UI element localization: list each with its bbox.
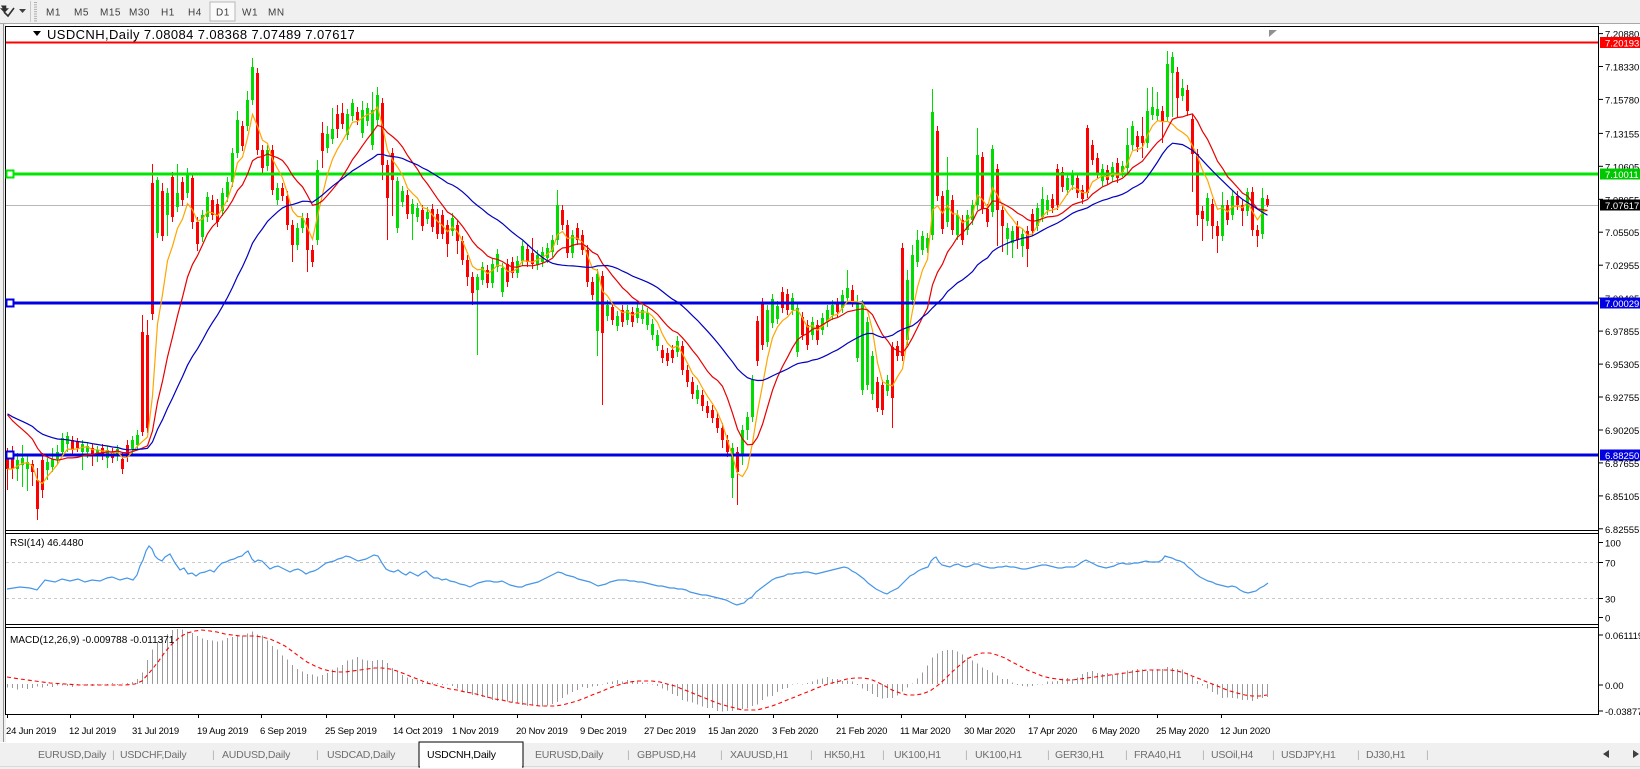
svg-text:GBPUSD,H4: GBPUSD,H4 — [637, 749, 696, 761]
svg-text:21 Feb 2020: 21 Feb 2020 — [836, 726, 887, 737]
svg-text:|: | — [1125, 749, 1128, 761]
svg-text:6.85105: 6.85105 — [1605, 492, 1639, 503]
svg-text:6 Sep 2019: 6 Sep 2019 — [260, 726, 307, 737]
svg-text:EURUSD,Daily: EURUSD,Daily — [38, 749, 107, 761]
svg-text:7.10605: 7.10605 — [1605, 162, 1639, 173]
svg-text:25 Sep 2019: 25 Sep 2019 — [325, 726, 377, 737]
svg-text:7.10011: 7.10011 — [1605, 170, 1639, 181]
svg-text:25 May 2020: 25 May 2020 — [1156, 726, 1209, 737]
svg-text:EURUSD,Daily: EURUSD,Daily — [535, 749, 604, 761]
svg-text:1 Nov 2019: 1 Nov 2019 — [452, 726, 499, 737]
svg-text:7.05505: 7.05505 — [1605, 228, 1639, 239]
svg-text:UK100,H1: UK100,H1 — [975, 749, 1022, 761]
svg-text:6.90205: 6.90205 — [1605, 426, 1639, 437]
svg-text:|: | — [1357, 749, 1360, 761]
svg-text:UK100,H1: UK100,H1 — [894, 749, 941, 761]
svg-text:24 Jun 2019: 24 Jun 2019 — [6, 726, 56, 737]
svg-text:0: 0 — [1605, 614, 1610, 625]
svg-text:7.15780: 7.15780 — [1605, 95, 1639, 106]
svg-text:9 Dec 2019: 9 Dec 2019 — [580, 726, 627, 737]
svg-text:MN: MN — [268, 8, 285, 19]
svg-text:6.88250: 6.88250 — [1605, 451, 1639, 462]
svg-text:100: 100 — [1605, 539, 1621, 550]
svg-text:6.97855: 6.97855 — [1605, 327, 1639, 338]
svg-text:15 Jan 2020: 15 Jan 2020 — [708, 726, 758, 737]
svg-text:70: 70 — [1605, 559, 1616, 570]
svg-text:6.92755: 6.92755 — [1605, 393, 1639, 404]
svg-text:M30: M30 — [129, 8, 150, 19]
svg-text:|: | — [1202, 749, 1205, 761]
svg-text:|: | — [316, 749, 319, 761]
svg-text:7.02955: 7.02955 — [1605, 261, 1639, 272]
svg-text:19 Aug 2019: 19 Aug 2019 — [197, 726, 248, 737]
svg-text:7.07617: 7.07617 — [1605, 201, 1639, 212]
svg-text:H1: H1 — [161, 8, 175, 19]
svg-text:14 Oct 2019: 14 Oct 2019 — [393, 726, 443, 737]
svg-text:-0.038772: -0.038772 — [1605, 707, 1640, 718]
svg-text:6 May 2020: 6 May 2020 — [1092, 726, 1140, 737]
svg-text:|: | — [1272, 749, 1275, 761]
svg-text:0.061119: 0.061119 — [1605, 631, 1640, 642]
svg-text:H4: H4 — [188, 8, 202, 19]
svg-text:|: | — [212, 749, 215, 761]
svg-text:|: | — [627, 749, 630, 761]
svg-text:|: | — [1047, 749, 1050, 761]
svg-text:M5: M5 — [74, 8, 89, 19]
svg-text:M15: M15 — [100, 8, 121, 19]
svg-text:|: | — [1426, 749, 1429, 761]
svg-text:USDCNH,Daily 7.08084 7.08368: USDCNH,Daily 7.08084 7.08368 7.07489 7.0… — [47, 27, 355, 42]
svg-text:M1: M1 — [46, 8, 61, 19]
svg-text:12 Jul 2019: 12 Jul 2019 — [69, 726, 116, 737]
svg-text:GER30,H1: GER30,H1 — [1055, 749, 1105, 761]
svg-text:USDCHF,Daily: USDCHF,Daily — [120, 749, 187, 761]
svg-text:AUDUSD,Daily: AUDUSD,Daily — [222, 749, 291, 761]
svg-text:7.00029: 7.00029 — [1605, 299, 1639, 310]
svg-text:30: 30 — [1605, 595, 1616, 606]
svg-text:|: | — [720, 749, 723, 761]
svg-text:|: | — [882, 749, 885, 761]
svg-text:RSI(14) 46.4480: RSI(14) 46.4480 — [10, 538, 84, 549]
svg-text:DJ30,H1: DJ30,H1 — [1366, 749, 1406, 761]
svg-text:7.20193: 7.20193 — [1605, 39, 1639, 50]
svg-text:6.87655: 6.87655 — [1605, 459, 1639, 470]
svg-text:17 Apr 2020: 17 Apr 2020 — [1028, 726, 1077, 737]
svg-text:12 Jun 2020: 12 Jun 2020 — [1220, 726, 1270, 737]
svg-text:|: | — [112, 749, 115, 761]
svg-text:HK50,H1: HK50,H1 — [824, 749, 866, 761]
svg-text:31 Jul 2019: 31 Jul 2019 — [132, 726, 179, 737]
svg-text:6.95305: 6.95305 — [1605, 360, 1639, 371]
svg-text:MACD(12,26,9) -0.009788 -0.011: MACD(12,26,9) -0.009788 -0.011371 — [10, 635, 175, 646]
svg-text:USDCNH,Daily: USDCNH,Daily — [427, 749, 497, 761]
svg-text:|: | — [810, 749, 813, 761]
svg-text:|: | — [965, 749, 968, 761]
svg-text:0.00: 0.00 — [1605, 681, 1624, 692]
svg-text:3 Feb 2020: 3 Feb 2020 — [772, 726, 818, 737]
svg-text:W1: W1 — [242, 8, 258, 19]
svg-text:7.13155: 7.13155 — [1605, 129, 1639, 140]
svg-text:11 Mar 2020: 11 Mar 2020 — [900, 726, 950, 737]
svg-text:20 Nov 2019: 20 Nov 2019 — [516, 726, 568, 737]
svg-text:6.82555: 6.82555 — [1605, 525, 1639, 536]
svg-text:30 Mar 2020: 30 Mar 2020 — [964, 726, 1015, 737]
svg-text:XAUUSD,H1: XAUUSD,H1 — [730, 749, 789, 761]
svg-text:27 Dec 2019: 27 Dec 2019 — [644, 726, 696, 737]
svg-text:7.20880: 7.20880 — [1605, 30, 1639, 41]
svg-text:USDJPY,H1: USDJPY,H1 — [1281, 749, 1336, 761]
svg-text:USDCAD,Daily: USDCAD,Daily — [327, 749, 396, 761]
svg-text:D1: D1 — [216, 8, 230, 19]
svg-text:7.18330: 7.18330 — [1605, 63, 1639, 74]
svg-text:USOil,H4: USOil,H4 — [1211, 749, 1254, 761]
svg-text:FRA40,H1: FRA40,H1 — [1134, 749, 1182, 761]
